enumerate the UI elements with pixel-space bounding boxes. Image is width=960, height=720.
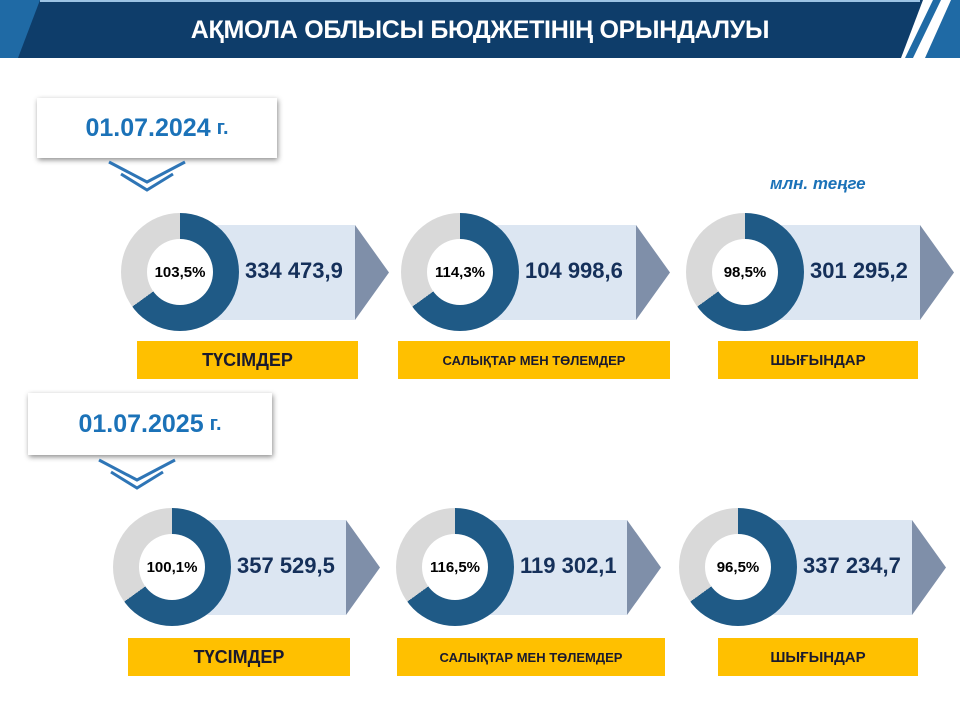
amount-value: 337 234,7 (803, 553, 901, 578)
chevron-down-icon (98, 458, 176, 490)
period-date-suffix: г. (209, 412, 222, 435)
arrow-right-icon (346, 520, 380, 615)
category-label: ШЫҒЫНДАР (718, 638, 918, 676)
percent-donut: 116,5% (396, 508, 514, 626)
header-banner (18, 0, 923, 58)
percent-donut: 98,5% (686, 213, 804, 331)
amount-value: 119 302,1 (520, 553, 617, 578)
amount-value: 104 998,6 (525, 258, 623, 283)
amount-value: 334 473,9 (245, 258, 343, 283)
percent-value: 114,3% (427, 239, 493, 305)
period-date-box: 01.07.2025 г. (28, 393, 272, 455)
category-label: САЛЫҚТАР МЕН ТӨЛЕМДЕР (397, 638, 665, 676)
amount-value: 357 529,5 (237, 553, 335, 578)
category-label: ТҮСІМДЕР (128, 638, 350, 676)
page-title: АҚМОЛА ОБЛЫСЫ БЮДЖЕТІНІҢ ОРЫНДАЛУЫ (190, 16, 770, 44)
percent-donut: 103,5% (121, 213, 239, 331)
percent-value: 100,1% (139, 534, 205, 600)
category-label: ШЫҒЫНДАР (718, 341, 918, 379)
percent-donut: 114,3% (401, 213, 519, 331)
unit-label: млн. теңге (770, 174, 866, 193)
category-label: САЛЫҚТАР МЕН ТӨЛЕМДЕР (398, 341, 670, 379)
arrow-right-icon (636, 225, 670, 320)
percent-value: 98,5% (712, 239, 778, 305)
arrow-right-icon (355, 225, 389, 320)
period-date: 01.07.2025 (78, 409, 204, 438)
chevron-down-icon (108, 160, 186, 192)
percent-donut: 96,5% (679, 508, 797, 626)
period-date: 01.07.2024 (85, 113, 211, 142)
percent-value: 116,5% (422, 534, 488, 600)
arrow-right-icon (912, 520, 946, 615)
percent-value: 103,5% (147, 239, 213, 305)
period-date-suffix: г. (216, 116, 229, 139)
percent-value: 96,5% (705, 534, 771, 600)
amount-value: 301 295,2 (810, 258, 908, 283)
percent-donut: 100,1% (113, 508, 231, 626)
period-date-box: 01.07.2024 г. (37, 98, 277, 158)
arrow-right-icon (920, 225, 954, 320)
category-label: ТҮСІМДЕР (137, 341, 358, 379)
header-top-line (40, 0, 920, 2)
arrow-right-icon (627, 520, 661, 615)
